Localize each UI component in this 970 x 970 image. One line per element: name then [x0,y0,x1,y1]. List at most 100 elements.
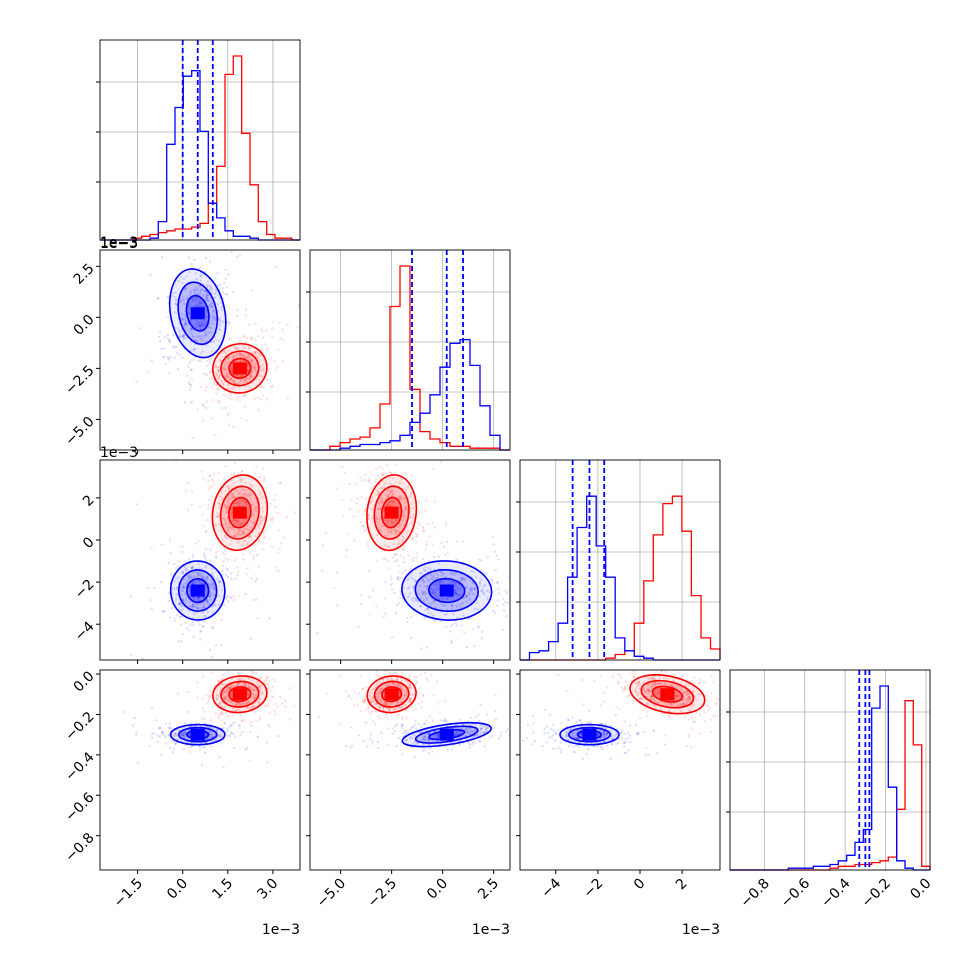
scatter-point [222,383,225,386]
scatter-point [437,736,440,739]
scatter-point [223,364,226,367]
scatter-point [218,366,221,369]
scatter-point [424,719,428,722]
scatter-point [377,746,380,750]
scatter-point [392,681,395,685]
scatter-point [240,480,243,484]
scatter-point [218,502,221,505]
scatter-point [168,339,171,342]
scatter-point [403,545,406,548]
scatter-point [255,577,258,580]
scatter-point [473,587,476,591]
scatter-point [390,714,393,717]
scatter-point [393,529,397,532]
scatter-point [396,701,400,704]
scatter-point [175,298,178,302]
scatter-point [184,288,187,291]
scatter-point [281,328,284,331]
scatter-point [197,574,200,577]
scatter-point [443,718,447,721]
scatter-point [223,603,226,607]
scatter-point [226,558,230,561]
scatter-point [221,309,224,312]
scatter-point [378,707,381,710]
scatter-point [411,557,414,560]
scatter-point [218,702,222,706]
scatter-point [189,746,192,749]
scatter-point [211,314,214,318]
scatter-point [378,465,381,469]
scatter-point [175,577,178,580]
scatter-point [378,501,381,504]
scatter-point [220,588,224,592]
scatter-point [365,541,369,544]
scatter-point [424,565,427,568]
scatter-point [224,406,227,410]
scatter-point [180,734,183,737]
scatter-point [222,517,225,520]
scatter-point [191,400,194,403]
scatter-point [478,729,482,732]
scatter-point [502,597,505,601]
scatter-point [420,590,424,593]
scatter-point [186,365,190,368]
scatter-point [226,361,229,364]
scatter-point [232,534,236,537]
scatter-point [214,277,217,280]
scatter-point [390,521,394,525]
scatter-point [245,356,249,359]
scatter-point [456,540,459,543]
scatter-point [196,292,200,295]
scatter-point [359,521,363,524]
scatter-point [227,349,230,353]
scatter-point [259,522,262,526]
scatter-point [202,624,205,627]
scatter-point [200,581,203,585]
scatter-point [231,492,235,496]
scatter-point [233,471,236,475]
scatter-point [396,559,400,562]
scatter-point [201,572,205,575]
scatter-point [225,360,228,363]
scatter-point [183,334,186,338]
scatter-point [226,500,229,503]
scatter-point [217,370,220,373]
scatter-point [235,677,239,680]
scatter-point [394,519,398,522]
scatter-point [395,553,398,557]
scatter-point [223,721,227,725]
scatter-point [228,687,232,690]
scatter-point [164,742,167,745]
scatter-point [363,701,366,704]
scatter-point [217,388,220,391]
scatter-point [198,325,202,328]
scatter-point [230,473,233,476]
scatter-point [158,735,161,738]
scatter-point [182,296,185,299]
scatter-point [482,591,486,594]
scatter-point [184,322,188,325]
scatter-point [270,356,273,360]
scatter-point [227,320,230,323]
scatter-point [219,663,221,665]
scatter-point [211,735,214,739]
scatter-point [432,556,436,559]
scatter-point [422,694,425,698]
scatter-point [230,577,233,581]
scatter-point [200,288,203,291]
scatter-point [171,751,175,754]
scatter-point [243,718,246,722]
scatter-point [437,562,440,565]
scatter-point [468,733,472,736]
scatter-point [135,733,138,736]
scatter-point [230,511,233,514]
scatter-point [247,511,250,514]
scatter-point [372,687,375,690]
scatter-point [227,375,230,378]
scatter-point [217,717,220,720]
scatter-point [182,734,185,737]
scatter-point [454,732,457,735]
scatter-point [256,735,259,739]
scatter-point [179,602,182,606]
scatter-point [225,689,229,693]
